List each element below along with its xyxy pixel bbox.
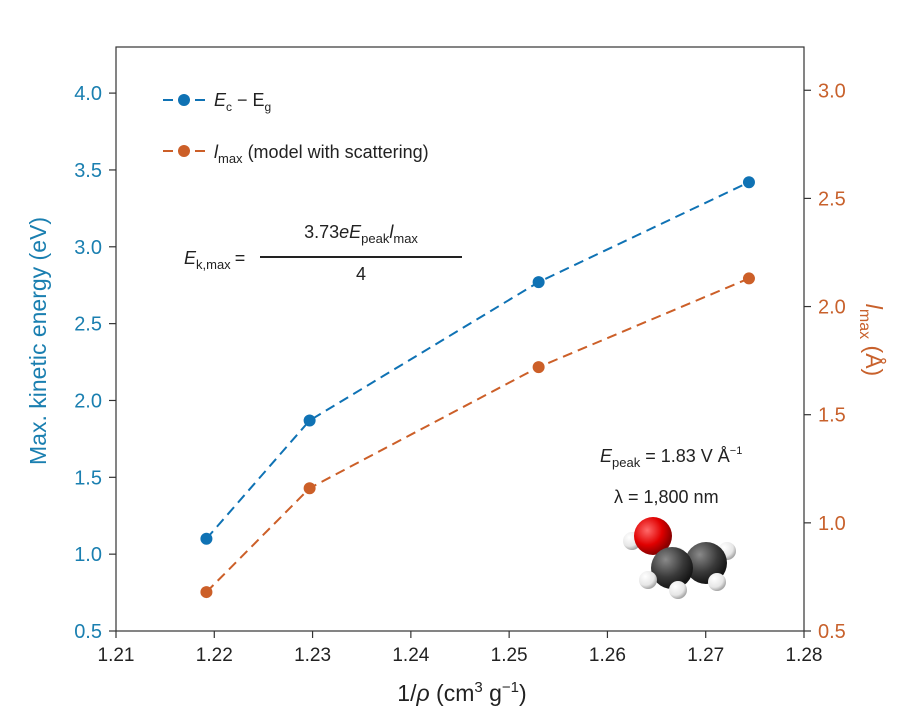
left-tick-label: 2.0 xyxy=(74,390,102,412)
conditions: Epeak = 1.83 V Å−1 λ = 1,800 nm xyxy=(600,445,742,507)
formula-denominator: 4 xyxy=(356,264,366,284)
formula-numerator: 3.73eEpeaklmax xyxy=(304,222,418,246)
right-axis-title-sub: max xyxy=(856,309,873,339)
data-point-0 xyxy=(200,532,213,545)
x-title-close: ) xyxy=(519,680,527,706)
formula-lhs: Ek,max = xyxy=(184,248,245,272)
data-point-1 xyxy=(200,586,213,599)
ethanol-molecule-icon xyxy=(623,517,736,599)
bottom-axis-ticks: 1.21 1.22 1.23 1.24 1.25 1.26 1.27 1.28 xyxy=(98,631,823,666)
legend-label-lmax: lmax (model with scattering) xyxy=(214,142,429,166)
data-point-1 xyxy=(532,361,545,374)
x-tick-label: 1.27 xyxy=(687,645,724,666)
right-axis-title-main: l xyxy=(861,304,887,310)
left-axis-title: Max. kinetic energy (eV) xyxy=(25,217,51,465)
x-title-main: 1/ xyxy=(397,680,417,706)
data-point-1 xyxy=(303,482,316,495)
series-layer xyxy=(200,176,755,599)
right-axis-title: lmax (Å) xyxy=(856,304,888,376)
x-title-unit: (cm xyxy=(430,680,475,706)
x-tick-label: 1.26 xyxy=(589,645,626,666)
left-axis-ticks: 0.5 1.0 1.5 2.0 2.5 3.0 3.5 4.0 xyxy=(74,83,116,643)
legend-item-ec-eg: Ec − Eg xyxy=(163,90,271,114)
legend-label-ec-eg: Ec − Eg xyxy=(214,90,271,114)
right-tick-label: 2.5 xyxy=(818,188,846,210)
plot-frame xyxy=(115,46,805,632)
x-tick-label: 1.28 xyxy=(786,645,823,666)
right-tick-label: 3.0 xyxy=(818,80,846,102)
x-title-rho: ρ xyxy=(415,680,429,706)
x-title-exp1: 3 xyxy=(474,679,482,696)
x-tick-label: 1.25 xyxy=(491,645,528,666)
data-point-0 xyxy=(742,176,755,189)
legend: Ec − Eg lmax (model with scattering) xyxy=(163,90,429,166)
x-tick-label: 1.23 xyxy=(294,645,331,666)
right-tick-label: 0.5 xyxy=(818,621,846,643)
legend-marker-blue xyxy=(178,94,190,106)
left-tick-label: 1.5 xyxy=(74,467,102,489)
bottom-axis-title: 1/ρ (cm3 g−1) xyxy=(397,679,526,706)
legend-marker-orange xyxy=(178,145,190,157)
left-tick-label: 4.0 xyxy=(74,83,102,105)
left-tick-label: 3.0 xyxy=(74,237,102,259)
data-point-1 xyxy=(742,272,755,285)
series-line-1 xyxy=(205,277,750,593)
legend-item-lmax: lmax (model with scattering) xyxy=(163,142,429,166)
left-tick-label: 0.5 xyxy=(74,621,102,643)
x-title-g: g xyxy=(483,680,502,706)
condition-lambda: λ = 1,800 nm xyxy=(614,487,719,507)
right-tick-label: 1.5 xyxy=(818,405,846,427)
data-point-0 xyxy=(303,414,316,427)
x-title-exp2: −1 xyxy=(502,679,519,696)
x-tick-label: 1.22 xyxy=(196,645,233,666)
x-tick-label: 1.21 xyxy=(98,645,135,666)
condition-epeak: Epeak = 1.83 V Å−1 xyxy=(600,445,742,470)
series-line-0 xyxy=(205,181,750,540)
x-tick-label: 1.24 xyxy=(392,645,429,666)
right-axis-title-unit: (Å) xyxy=(861,339,888,376)
data-point-0 xyxy=(532,276,545,289)
left-tick-label: 3.5 xyxy=(74,160,102,182)
left-tick-label: 1.0 xyxy=(74,544,102,566)
left-tick-label: 2.5 xyxy=(74,314,102,336)
right-tick-label: 2.0 xyxy=(818,297,846,319)
formula: Ek,max = 3.73eEpeaklmax 4 xyxy=(184,222,462,284)
right-axis-ticks: 0.5 1.0 1.5 2.0 2.5 3.0 xyxy=(804,80,846,643)
right-tick-label: 1.0 xyxy=(818,513,846,535)
